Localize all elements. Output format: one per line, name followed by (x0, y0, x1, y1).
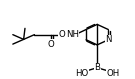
Text: O: O (58, 30, 65, 39)
Text: B: B (94, 63, 100, 72)
Text: N: N (105, 35, 112, 44)
Text: O: O (48, 40, 55, 49)
Text: HO: HO (75, 69, 88, 78)
Text: OH: OH (106, 69, 119, 78)
Text: NH: NH (66, 30, 79, 39)
